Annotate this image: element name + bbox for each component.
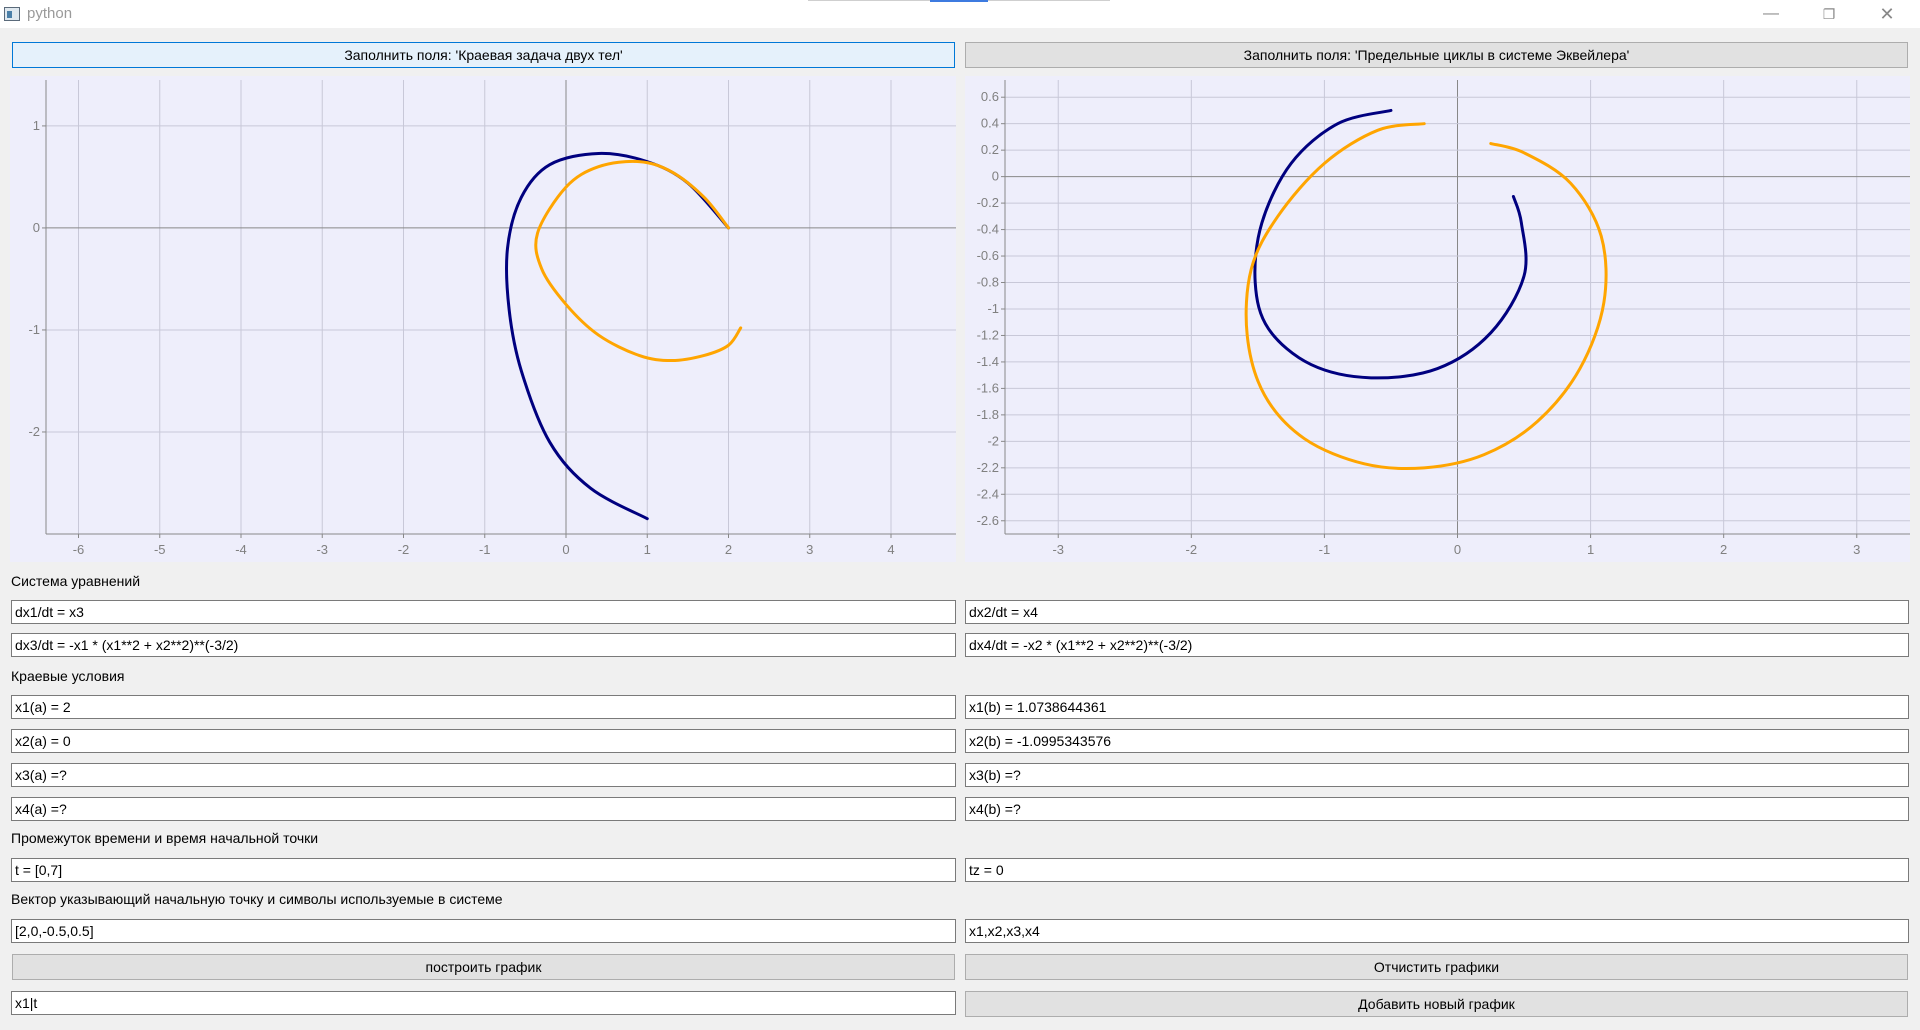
series-line-2: [1244, 122, 1608, 471]
section-boundary-label: Краевые условия: [11, 668, 125, 684]
y-tick-label: -1.4: [977, 354, 999, 369]
y-tick-label: 0.4: [981, 116, 999, 131]
y-tick-label: 0: [33, 220, 40, 235]
y-tick-label: 0: [992, 169, 999, 184]
y-tick-label: -1.2: [977, 327, 999, 342]
title-accent-bar: [930, 0, 988, 2]
x-tick-label: 1: [1587, 542, 1594, 557]
x-tick-label: -1: [1319, 542, 1331, 557]
bc-x2b-field[interactable]: x2(b) = -1.0995343576: [965, 729, 1909, 753]
app-icon: [4, 7, 20, 21]
y-tick-label: -1: [987, 301, 999, 316]
y-tick-label: -2: [28, 424, 40, 439]
y-tick-label: -2.6: [977, 513, 999, 528]
x-tick-label: -5: [154, 542, 166, 557]
x-tick-label: -2: [398, 542, 410, 557]
y-tick-label: 0.2: [981, 142, 999, 157]
plot-expression-field[interactable]: x1|t: [11, 991, 956, 1015]
plot-two-body-canvas: -6 -5 -4 -3 -2 -1 0 1 2 3 4 1 0 -1 -2: [28, 80, 956, 557]
x-tick-label: 0: [562, 542, 569, 557]
y-tick-label: -0.6: [977, 248, 999, 263]
bc-x2a-field[interactable]: x2(a) = 0: [11, 729, 956, 753]
plot-ekweiler-canvas: -3 -2 -1 0 1 2 3 0.6 0.4 0.2 0 -0.2 -0.4 -0.6 -0.8 -1 -1…: [977, 80, 1910, 557]
y-tick-label: -1.6: [977, 380, 999, 395]
bc-x4a-field[interactable]: x4(a) =?: [11, 797, 956, 821]
x-tick-label: 4: [887, 542, 894, 557]
eq2-field[interactable]: dx2/dt = x4: [965, 600, 1909, 624]
x-tick-label: -1: [479, 542, 491, 557]
x-tick-label: 3: [1853, 542, 1860, 557]
y-tick-label: 0.6: [981, 89, 999, 104]
y-tick-label: 1: [33, 118, 40, 133]
x-tick-label: 0: [1454, 542, 1461, 557]
bc-x4b-field[interactable]: x4(b) =?: [965, 797, 1909, 821]
fill-ekweiler-button[interactable]: Заполнить поля: 'Предельные циклы в сист…: [965, 42, 1908, 68]
minimize-icon[interactable]: —: [1763, 5, 1779, 22]
plot-button[interactable]: построить график: [12, 954, 955, 980]
bc-x3b-field[interactable]: x3(b) =?: [965, 763, 1909, 787]
y-tick-label: -0.4: [977, 222, 999, 237]
x-tick-label: -6: [73, 542, 85, 557]
x-tick-label: 2: [1720, 542, 1727, 557]
title-bar: python — ❐ ✕: [0, 0, 1920, 28]
x-tick-label: -3: [316, 542, 328, 557]
x-tick-label: -2: [1186, 542, 1198, 557]
y-tick-label: -0.2: [977, 195, 999, 210]
x-tick-label: -3: [1052, 542, 1064, 557]
plot-two-body[interactable]: -6 -5 -4 -3 -2 -1 0 1 2 3 4 1 0 -1 -2: [10, 76, 956, 562]
eq4-field[interactable]: dx4/dt = -x2 * (x1**2 + x2**2)**(-3/2): [965, 633, 1909, 657]
symbols-field[interactable]: x1,x2,x3,x4: [965, 919, 1909, 943]
y-tick-label: -0.8: [977, 275, 999, 290]
y-tick-label: -2.2: [977, 460, 999, 475]
section-system-label: Система уравнений: [11, 573, 141, 589]
y-tick-label: -2.4: [977, 486, 999, 501]
y-tick-label: -1.8: [977, 407, 999, 422]
clear-plots-button[interactable]: Отчистить графики: [965, 954, 1908, 980]
section-vector-label: Вектор указывающий начальную точку и сим…: [11, 891, 503, 907]
start-vector-field[interactable]: [2,0,-0.5,0.5]: [11, 919, 956, 943]
bc-x1b-field[interactable]: x1(b) = 1.0738644361: [965, 695, 1909, 719]
x-tick-label: -4: [235, 542, 247, 557]
restore-icon[interactable]: ❐: [1822, 5, 1836, 22]
y-tick-label: -1: [28, 322, 40, 337]
close-icon[interactable]: ✕: [1879, 3, 1895, 24]
fill-two-body-button[interactable]: Заполнить поля: 'Краевая задача двух тел…: [12, 42, 955, 68]
plot-ekweiler[interactable]: -3 -2 -1 0 1 2 3 0.6 0.4 0.2 0 -0.2 -0.4 -0.6 -0.8 -1 -1…: [965, 76, 1910, 562]
time-span-field[interactable]: t = [0,7]: [11, 858, 956, 882]
x-tick-label: 3: [806, 542, 813, 557]
tz-field[interactable]: tz = 0: [965, 858, 1909, 882]
series-line-1: [505, 151, 730, 521]
bc-x3a-field[interactable]: x3(a) =?: [11, 763, 956, 787]
add-plot-button[interactable]: Добавить новый график: [965, 991, 1908, 1017]
eq3-field[interactable]: dx3/dt = -x1 * (x1**2 + x2**2)**(-3/2): [11, 633, 956, 657]
bc-x1a-field[interactable]: x1(a) = 2: [11, 695, 956, 719]
series-line-1: [1253, 108, 1528, 380]
x-tick-label: 2: [725, 542, 732, 557]
section-time-label: Промежуток времени и время начальной точ…: [11, 830, 319, 846]
x-tick-label: 1: [644, 542, 651, 557]
y-tick-label: -2: [987, 433, 999, 448]
window-title: python: [27, 5, 73, 22]
series-line-2: [534, 159, 743, 363]
eq1-field[interactable]: dx1/dt = x3: [11, 600, 956, 624]
